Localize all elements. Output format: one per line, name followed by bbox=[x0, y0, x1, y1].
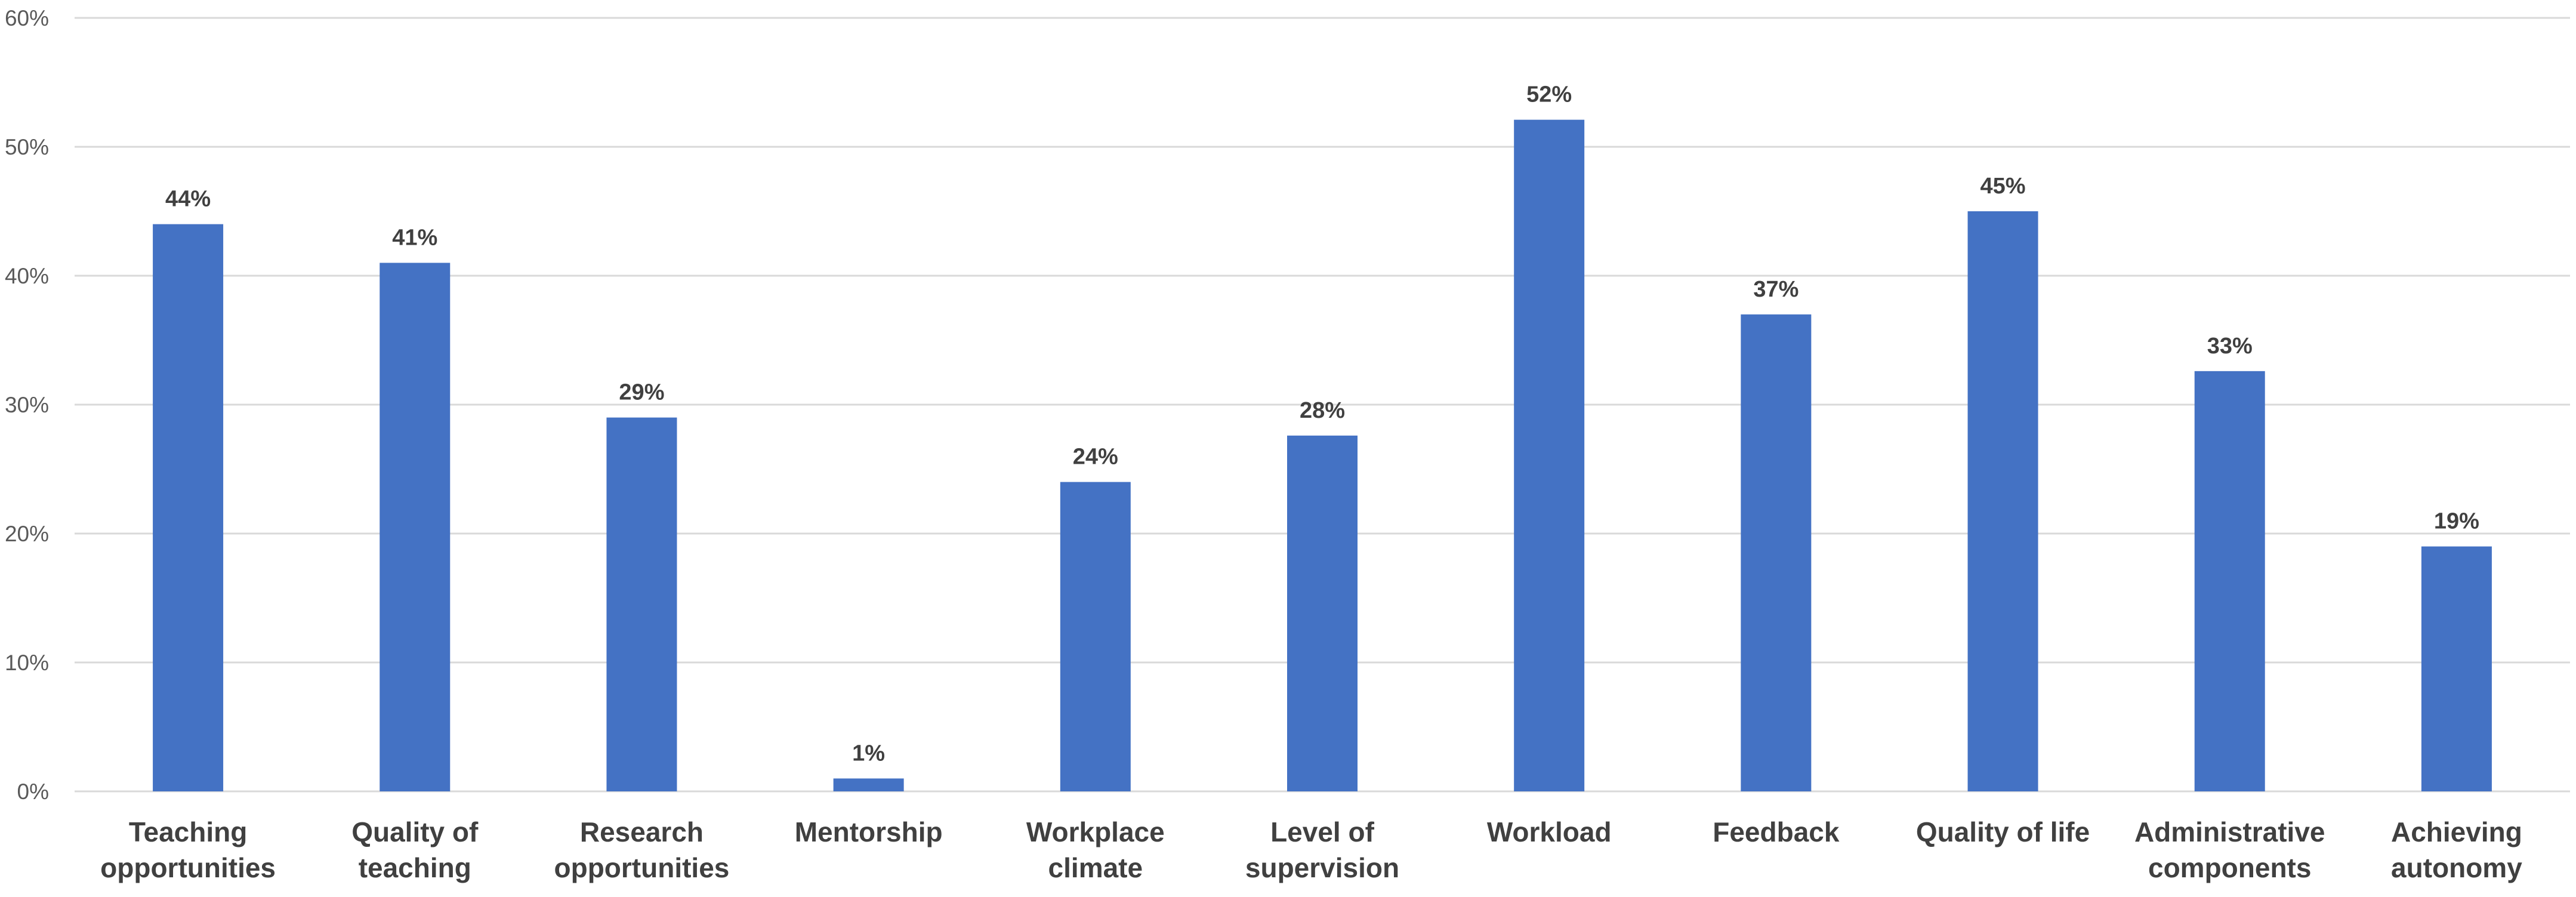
data-label: 29% bbox=[619, 380, 664, 405]
data-label: 1% bbox=[852, 741, 885, 766]
category-label: Workload bbox=[1487, 816, 1612, 847]
data-label: 52% bbox=[1526, 82, 1572, 107]
bar bbox=[1514, 119, 1585, 791]
category-label: Level of supervision bbox=[1245, 816, 1399, 883]
data-labels: 44% 41% 29% 1% 24% 28% 52% 37% 45% 33% 19% bbox=[165, 82, 2479, 766]
data-label: 44% bbox=[165, 187, 211, 212]
x-axis-category-labels: Teaching opportunities Quality of teaching R… bbox=[100, 816, 2522, 883]
data-label: 45% bbox=[1980, 174, 2026, 199]
y-tick-label: 50% bbox=[5, 135, 49, 159]
bar bbox=[1060, 482, 1131, 791]
data-label: 33% bbox=[2207, 334, 2253, 359]
category-label: Quality of life bbox=[1916, 816, 2090, 847]
data-label: 41% bbox=[392, 225, 437, 250]
y-tick-label: 0% bbox=[17, 779, 49, 804]
bar bbox=[1287, 435, 1358, 791]
bar bbox=[1741, 314, 1812, 791]
data-label: 24% bbox=[1073, 445, 1118, 470]
data-label: 37% bbox=[1753, 277, 1798, 302]
y-tick-label: 10% bbox=[5, 651, 49, 675]
bar bbox=[153, 224, 224, 792]
bar bbox=[2421, 546, 2492, 791]
category-label: Teaching opportunities bbox=[100, 816, 276, 883]
data-label: 19% bbox=[2434, 509, 2479, 534]
data-label: 28% bbox=[1300, 398, 1345, 423]
category-label: Achieving autonomy bbox=[2391, 816, 2522, 883]
bars bbox=[153, 119, 2492, 792]
category-label: Mentorship bbox=[795, 816, 943, 847]
category-label: Administrative components bbox=[2134, 816, 2325, 883]
y-tick-label: 30% bbox=[5, 393, 49, 417]
y-axis-tick-labels: 0% 10% 20% 30% 40% 50% 60% bbox=[5, 6, 49, 804]
bar bbox=[1967, 211, 2038, 791]
category-label: Quality of teaching bbox=[351, 816, 479, 883]
y-tick-label: 20% bbox=[5, 522, 49, 546]
bar bbox=[380, 263, 451, 791]
y-tick-label: 60% bbox=[5, 6, 49, 30]
y-tick-label: 40% bbox=[5, 264, 49, 288]
category-label: Research opportunities bbox=[554, 816, 730, 883]
category-label: Workplace climate bbox=[1026, 816, 1165, 883]
bar bbox=[833, 778, 904, 791]
bar bbox=[606, 417, 677, 791]
category-label: Feedback bbox=[1713, 816, 1840, 847]
bar bbox=[2194, 371, 2265, 791]
